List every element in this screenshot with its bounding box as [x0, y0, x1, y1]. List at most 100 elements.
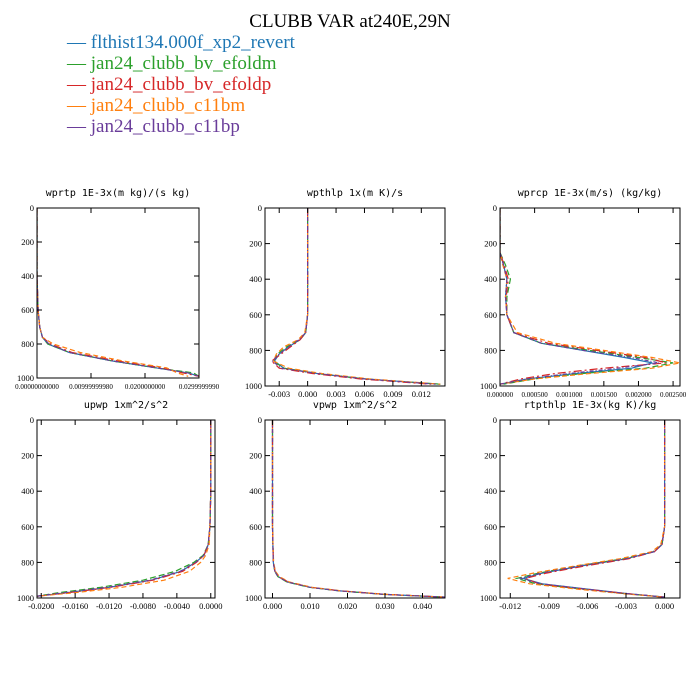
y-tick-label: 800	[249, 345, 262, 355]
x-tick-label: -0.003	[615, 601, 637, 611]
y-tick-label: 200	[484, 451, 497, 461]
series-line-4	[37, 208, 189, 377]
plot-frame	[499, 419, 681, 599]
y-tick-label: 600	[249, 522, 262, 532]
series-line-1	[37, 208, 199, 377]
y-tick-label: 200	[484, 239, 497, 249]
series-line-2	[272, 208, 441, 385]
series-group	[271, 420, 445, 598]
y-tick-label: 600	[21, 522, 34, 532]
series-line-3	[270, 208, 431, 385]
panel-3: wprcp 1E-3x(m/s) (kg/kg) 0 200 400 600 800 100…	[480, 188, 687, 399]
series-line-2	[514, 420, 666, 598]
plot-frame	[36, 207, 200, 379]
x-tick-label: 0.002000	[625, 391, 652, 399]
y-tick-label: 200	[249, 239, 262, 249]
y-tick-label: 400	[21, 486, 34, 496]
legend-entry: — flthist134.000f_xp2_revert	[66, 32, 296, 53]
y-tick-label: 600	[21, 305, 34, 315]
plot-frame	[264, 207, 446, 387]
series-group	[37, 420, 212, 597]
panel-1: wprtp 1E-3x(m kg)/(s kg) 0 200 400 600 800 100…	[15, 188, 220, 391]
y-tick-label: 1000	[245, 593, 262, 603]
series-group	[507, 420, 666, 598]
x-tick-label: 0.000500	[521, 391, 548, 399]
y-tick-label: 800	[484, 557, 497, 567]
y-tick-label: 800	[249, 557, 262, 567]
series-line-2	[37, 208, 199, 377]
x-tick-label: 0.003	[326, 389, 345, 399]
x-tick-label: 0.000	[263, 601, 282, 611]
x-tick-label: 0.006	[355, 389, 374, 399]
y-tick-label: 200	[249, 451, 262, 461]
x-tick-label: 0.0200000000	[125, 383, 166, 391]
y-tick-label: 0	[493, 415, 497, 425]
x-tick-label: -0.0040	[164, 601, 190, 611]
y-tick-label: 600	[484, 310, 497, 320]
x-tick-label: 0.000000	[487, 391, 514, 399]
series-line-5	[37, 208, 199, 377]
plot-frame	[36, 419, 216, 599]
x-tick-label: 0.00000000000	[15, 383, 59, 391]
series-line-5	[271, 420, 445, 598]
legend: — flthist134.000f_xp2_revert— jan24_club…	[66, 32, 296, 137]
series-line-2	[271, 420, 445, 598]
series-line-4	[507, 420, 666, 598]
x-tick-label: 0.000	[298, 389, 317, 399]
x-tick-label: 0.0000	[199, 601, 222, 611]
x-tick-label: 0.002500	[660, 391, 687, 399]
y-tick-label: 400	[484, 486, 497, 496]
x-tick-label: -0.0120	[96, 601, 122, 611]
x-tick-label: 0.0299999990	[179, 383, 220, 391]
y-tick-label: 1000	[245, 381, 262, 391]
x-tick-label: 0.009	[383, 389, 402, 399]
y-tick-label: 400	[249, 486, 262, 496]
y-tick-label: 1000	[480, 381, 497, 391]
x-tick-label: -0.006	[576, 601, 598, 611]
y-tick-label: 0	[30, 415, 34, 425]
legend-entry: — jan24_clubb_c11bp	[66, 116, 240, 137]
x-tick-label: 0.00999999980	[69, 383, 113, 391]
y-tick-label: 400	[249, 274, 262, 284]
x-tick-label: -0.009	[538, 601, 560, 611]
panel-title: wprtp 1E-3x(m kg)/(s kg)	[46, 188, 191, 199]
y-tick-label: 1000	[17, 593, 34, 603]
x-tick-label: 0.030	[375, 601, 394, 611]
x-tick-label: 0.012	[412, 389, 431, 399]
y-tick-label: 0	[493, 203, 497, 213]
legend-entry: — jan24_clubb_c11bm	[66, 95, 245, 116]
figure-title: CLUBB VAR at240E,29N	[249, 11, 451, 32]
x-tick-label: -0.012	[499, 601, 521, 611]
y-tick-label: 600	[249, 310, 262, 320]
panel-title: rtpthlp 1E-3x(kg K)/kg	[524, 400, 656, 411]
series-line-4	[272, 208, 441, 385]
legend-entry: — jan24_clubb_bv_efoldm	[66, 53, 277, 74]
x-tick-label: -0.0200	[28, 601, 54, 611]
panel-4: upwp 1xm^2/s^2 0 200 400 600 800 1000-0.0200 -0…	[17, 400, 222, 611]
plot-frame	[264, 419, 446, 599]
y-tick-label: 400	[484, 274, 497, 284]
series-line-5	[500, 208, 660, 385]
series-line-1	[520, 420, 666, 598]
series-line-4	[500, 208, 680, 385]
y-tick-label: 0	[258, 203, 262, 213]
x-tick-label: -0.003	[268, 389, 290, 399]
y-tick-label: 600	[484, 522, 497, 532]
x-tick-label: 0.010	[300, 601, 319, 611]
panels-grid: wprtp 1E-3x(m kg)/(s kg) 0 200 400 600 800 100…	[15, 188, 687, 611]
series-line-5	[37, 420, 212, 597]
series-line-3	[500, 208, 667, 385]
series-line-3	[37, 208, 199, 377]
y-tick-label: 200	[21, 237, 34, 247]
panel-6: rtpthlp 1E-3x(kg K)/kg02004006008001000-…	[480, 400, 681, 611]
series-line-3	[271, 420, 445, 598]
legend-entry: — jan24_clubb_bv_efoldp	[66, 74, 271, 95]
series-group	[37, 208, 199, 377]
x-tick-label: -0.0160	[62, 601, 88, 611]
y-tick-label: 1000	[480, 593, 497, 603]
plot-frame	[499, 207, 681, 387]
x-tick-label: 0.040	[413, 601, 432, 611]
series-group	[270, 208, 441, 385]
